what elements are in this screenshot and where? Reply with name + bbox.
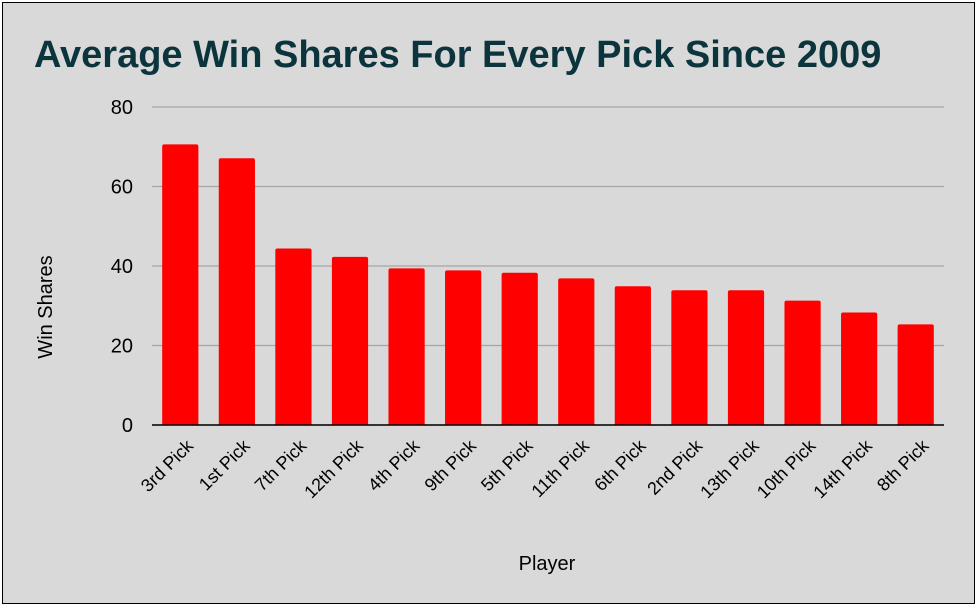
bar — [897, 324, 934, 425]
x-tick-label: 11th Pick — [528, 435, 594, 501]
y-axis-ticks: 0 20 40 60 80 — [111, 97, 133, 437]
x-tick-label: 8th Pick — [873, 435, 933, 495]
bars — [152, 144, 944, 426]
gridlines — [152, 106, 944, 426]
x-tick-label: 9th Pick — [421, 435, 481, 495]
bar — [727, 290, 765, 425]
bar — [162, 144, 199, 426]
y-axis-title: Win Shares — [35, 255, 57, 358]
y-tick-label: 60 — [111, 177, 133, 199]
x-tick-label: 4th Pick — [364, 435, 424, 495]
chart-container: Average Win Shares For Every Pick Since … — [2, 2, 975, 604]
bar — [445, 270, 482, 425]
x-axis-title: Player — [519, 553, 576, 575]
bar — [501, 272, 538, 425]
bar — [671, 290, 708, 425]
x-tick-label: 14th Pick — [809, 435, 876, 502]
bar — [558, 278, 595, 425]
bar — [841, 312, 878, 425]
y-tick-label: 20 — [111, 336, 133, 358]
bar-chart: Average Win Shares For Every Pick Since … — [34, 34, 944, 575]
x-tick-label: 10th Pick — [753, 435, 820, 502]
x-tick-label: 1st Pick — [195, 435, 254, 494]
x-tick-label: 6th Pick — [590, 435, 650, 495]
bar — [331, 256, 369, 425]
x-tick-label: 13th Pick — [696, 435, 763, 502]
x-tick-label: 12th Pick — [300, 435, 367, 502]
y-tick-label: 0 — [122, 415, 133, 437]
bar — [388, 268, 425, 425]
bar — [614, 286, 651, 425]
bar — [784, 300, 821, 425]
bar — [218, 158, 255, 425]
bar — [275, 248, 312, 425]
x-tick-label: 3rd Pick — [137, 435, 198, 496]
chart-title: Average Win Shares For Every Pick Since … — [34, 34, 881, 76]
y-tick-label: 40 — [111, 256, 133, 278]
y-tick-label: 80 — [111, 97, 133, 119]
